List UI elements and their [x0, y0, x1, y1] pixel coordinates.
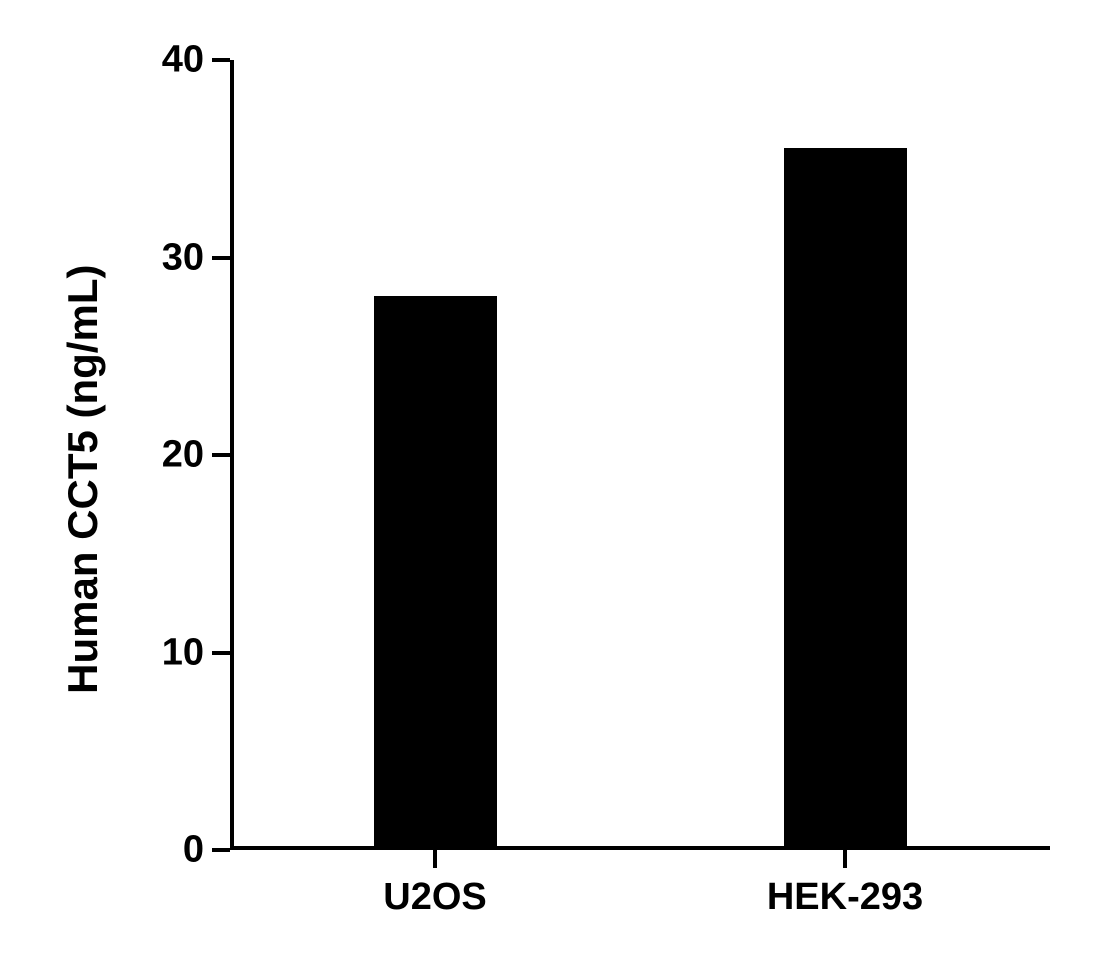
y-tick-label: 30 [162, 236, 204, 279]
y-axis-label: Human CCT5 (ng/mL) [59, 265, 107, 694]
y-tick-label: 40 [162, 39, 204, 82]
y-tick [212, 651, 230, 655]
y-tick [212, 453, 230, 457]
y-tick-label: 20 [162, 434, 204, 477]
y-tick-label: 10 [162, 631, 204, 674]
bar [784, 148, 907, 846]
plot-area: 010203040 U2OSHEK-293 [230, 60, 1050, 850]
x-tick [843, 850, 847, 868]
x-tick-label: U2OS [383, 876, 486, 919]
x-tick [433, 850, 437, 868]
y-tick-label: 0 [183, 829, 204, 872]
y-tick [212, 58, 230, 62]
y-tick [212, 848, 230, 852]
chart-container: Human CCT5 (ng/mL) 010203040 U2OSHEK-293 [40, 40, 1076, 928]
y-tick [212, 256, 230, 260]
x-axis-line [230, 846, 1050, 850]
x-tick-label: HEK-293 [767, 876, 923, 919]
bar [374, 296, 497, 846]
y-axis-line [230, 60, 234, 850]
